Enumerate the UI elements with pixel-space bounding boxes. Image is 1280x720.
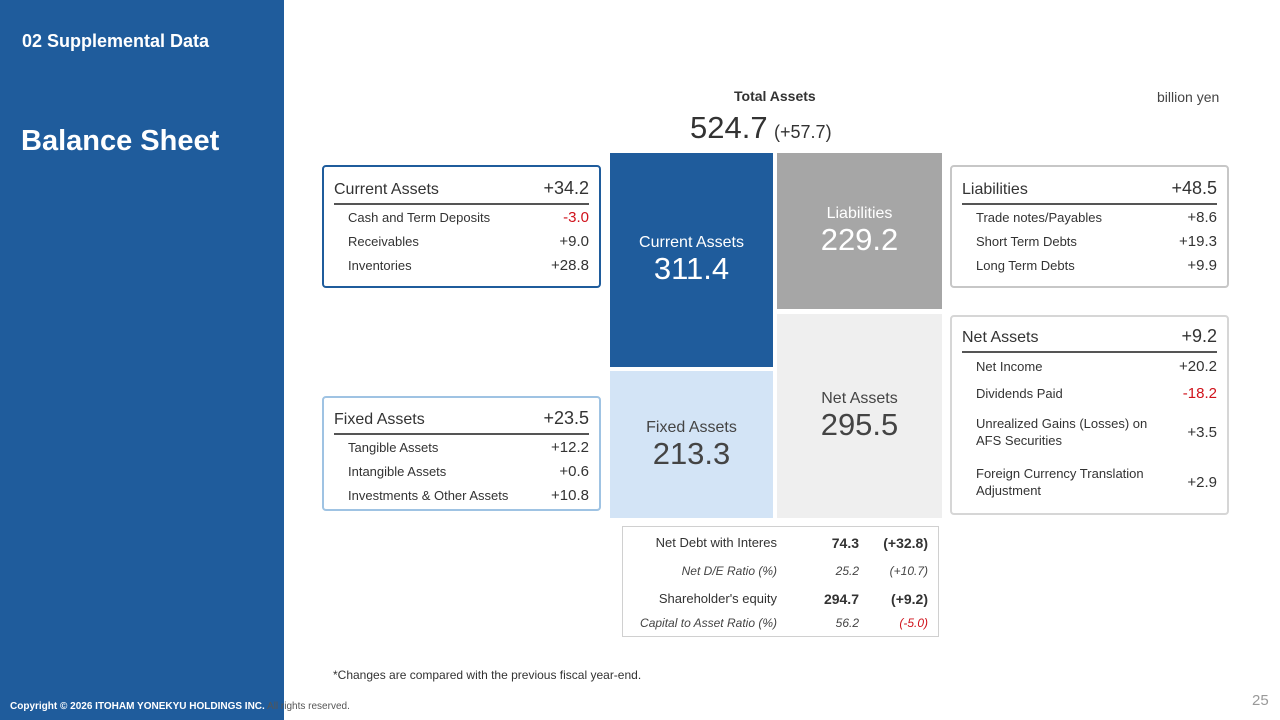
metric-label: Net D/E Ratio (%) — [681, 564, 777, 578]
card-change: +23.5 — [543, 408, 589, 428]
total-assets: 524.7 (+57.7) — [690, 110, 832, 146]
item-label: Short Term Debts — [976, 233, 1077, 249]
block-value: 213.3 — [652, 435, 731, 471]
unit-label: billion yen — [1157, 89, 1220, 105]
metric-value: 74.3 — [831, 535, 859, 551]
item-value: +12.2 — [551, 438, 589, 456]
list-item: Receivables +9.0 — [334, 229, 589, 253]
item-value: -3.0 — [563, 208, 589, 226]
card-title: Fixed Assets — [334, 411, 425, 428]
page-number: 25 — [1252, 692, 1269, 709]
list-item: Net Income +20.2 — [962, 353, 1217, 380]
card-change: +48.5 — [1171, 178, 1217, 198]
card-header: Fixed Assets +23.5 — [334, 398, 589, 435]
metric-value: 56.2 — [835, 616, 859, 630]
metric-label: Capital to Asset Ratio (%) — [640, 616, 777, 630]
list-item: Foreign Currency Translation Adjustment … — [962, 457, 1217, 507]
item-label: Cash and Term Deposits — [348, 209, 491, 225]
list-item: Inventories +28.8 — [334, 253, 589, 277]
fixed-assets-card: Fixed Assets +23.5 Tangible Assets +12.2… — [322, 396, 601, 511]
metric-change: (+10.7) — [889, 564, 928, 578]
block-label: Liabilities — [826, 205, 893, 222]
list-item: Unrealized Gains (Losses) on AFS Securit… — [962, 407, 1217, 457]
table-row: Net D/E Ratio (%) 25.2 (+10.7) — [623, 564, 940, 584]
metric-change: (-5.0) — [899, 616, 928, 630]
fixed-assets-block: Fixed Assets 213.3 — [610, 371, 773, 518]
card-title: Net Assets — [962, 329, 1039, 346]
item-label: Dividends Paid — [976, 386, 1063, 401]
net-assets-block: Net Assets 295.5 — [777, 314, 942, 518]
total-assets-change: (+57.7) — [774, 122, 832, 142]
item-value: +9.9 — [1187, 256, 1217, 274]
item-label: Tangible Assets — [348, 439, 439, 455]
total-assets-label: Total Assets — [734, 88, 816, 104]
list-item: Cash and Term Deposits -3.0 — [334, 205, 589, 229]
item-value: +19.3 — [1179, 232, 1217, 250]
item-value: +3.5 — [1187, 423, 1217, 441]
block-label: Fixed Assets — [646, 418, 737, 436]
item-label: Net Income — [976, 359, 1043, 374]
card-title: Liabilities — [962, 181, 1028, 198]
card-change: +34.2 — [543, 178, 589, 198]
table-row: Shareholder's equity 294.7 (+9.2) — [623, 591, 940, 611]
item-label: Intangible Assets — [348, 463, 447, 479]
card-change: +9.2 — [1181, 326, 1217, 346]
total-assets-value: 524.7 — [690, 110, 768, 145]
item-label: Unrealized Gains (Losses) on AFS Securit… — [976, 416, 1148, 448]
item-value: -18.2 — [1182, 385, 1217, 402]
list-item: Trade notes/Payables +8.6 — [962, 205, 1217, 229]
metric-label: Net Debt with Interes — [655, 535, 777, 550]
card-header: Current Assets +34.2 — [334, 167, 589, 205]
item-value: +0.6 — [559, 462, 589, 480]
list-item: Tangible Assets +12.2 — [334, 435, 589, 459]
block-value: 229.2 — [820, 222, 899, 257]
list-item: Short Term Debts +19.3 — [962, 229, 1217, 253]
current-assets-block: Current Assets 311.4 — [610, 153, 773, 367]
metric-label: Shareholder's equity — [658, 591, 777, 606]
block-label: Net Assets — [821, 390, 898, 407]
footnote: *Changes are compared with the previous … — [333, 668, 642, 682]
sidebar: 02 Supplemental Data Balance Sheet — [0, 0, 284, 720]
block-label: Current Assets — [639, 234, 744, 251]
item-label: Receivables — [348, 233, 419, 249]
liabilities-card: Liabilities +48.5 Trade notes/Payables +… — [950, 165, 1229, 288]
list-item: Investments & Other Assets +10.8 — [334, 483, 589, 507]
net-assets-card: Net Assets +9.2 Net Income +20.2 Dividen… — [950, 315, 1229, 515]
page-title: Balance Sheet — [21, 125, 220, 157]
metric-value: 25.2 — [835, 564, 859, 578]
copyright: Copyright © 2026 ITOHAM YONEKYU HOLDINGS… — [10, 701, 350, 712]
card-title: Current Assets — [334, 181, 439, 198]
copyright-rights: All rights reserved. — [264, 701, 350, 712]
item-label: Investments & Other Assets — [348, 487, 509, 503]
metrics-table: Net Debt with Interes 74.3 (+32.8) Net D… — [622, 526, 939, 637]
item-value: +20.2 — [1179, 358, 1217, 375]
metric-value: 294.7 — [823, 591, 859, 607]
item-value: +10.8 — [551, 486, 589, 504]
item-value: +8.6 — [1187, 208, 1217, 226]
current-assets-card: Current Assets +34.2 Cash and Term Depos… — [322, 165, 601, 288]
item-value: +9.0 — [559, 232, 589, 250]
copyright-holder: Copyright © 2026 ITOHAM YONEKYU HOLDINGS… — [10, 701, 265, 712]
table-row: Net Debt with Interes 74.3 (+32.8) — [623, 535, 940, 555]
item-label: Trade notes/Payables — [976, 209, 1102, 225]
block-value: 295.5 — [820, 407, 899, 442]
item-label: Inventories — [348, 257, 412, 273]
item-label: Long Term Debts — [976, 257, 1075, 273]
metric-change: (+9.2) — [891, 591, 928, 607]
card-header: Liabilities +48.5 — [962, 167, 1217, 205]
item-value: +2.9 — [1187, 473, 1217, 491]
table-row: Capital to Asset Ratio (%) 56.2 (-5.0) — [623, 616, 940, 636]
item-value: +28.8 — [551, 256, 589, 274]
card-header: Net Assets +9.2 — [962, 317, 1217, 353]
item-label: Foreign Currency Translation Adjustment — [976, 466, 1144, 498]
liabilities-block: Liabilities 229.2 — [777, 153, 942, 309]
block-value: 311.4 — [653, 251, 730, 286]
list-item: Dividends Paid -18.2 — [962, 380, 1217, 407]
list-item: Intangible Assets +0.6 — [334, 459, 589, 483]
list-item: Long Term Debts +9.9 — [962, 253, 1217, 277]
section-label: 02 Supplemental Data — [22, 31, 210, 51]
metric-change: (+32.8) — [883, 535, 928, 551]
